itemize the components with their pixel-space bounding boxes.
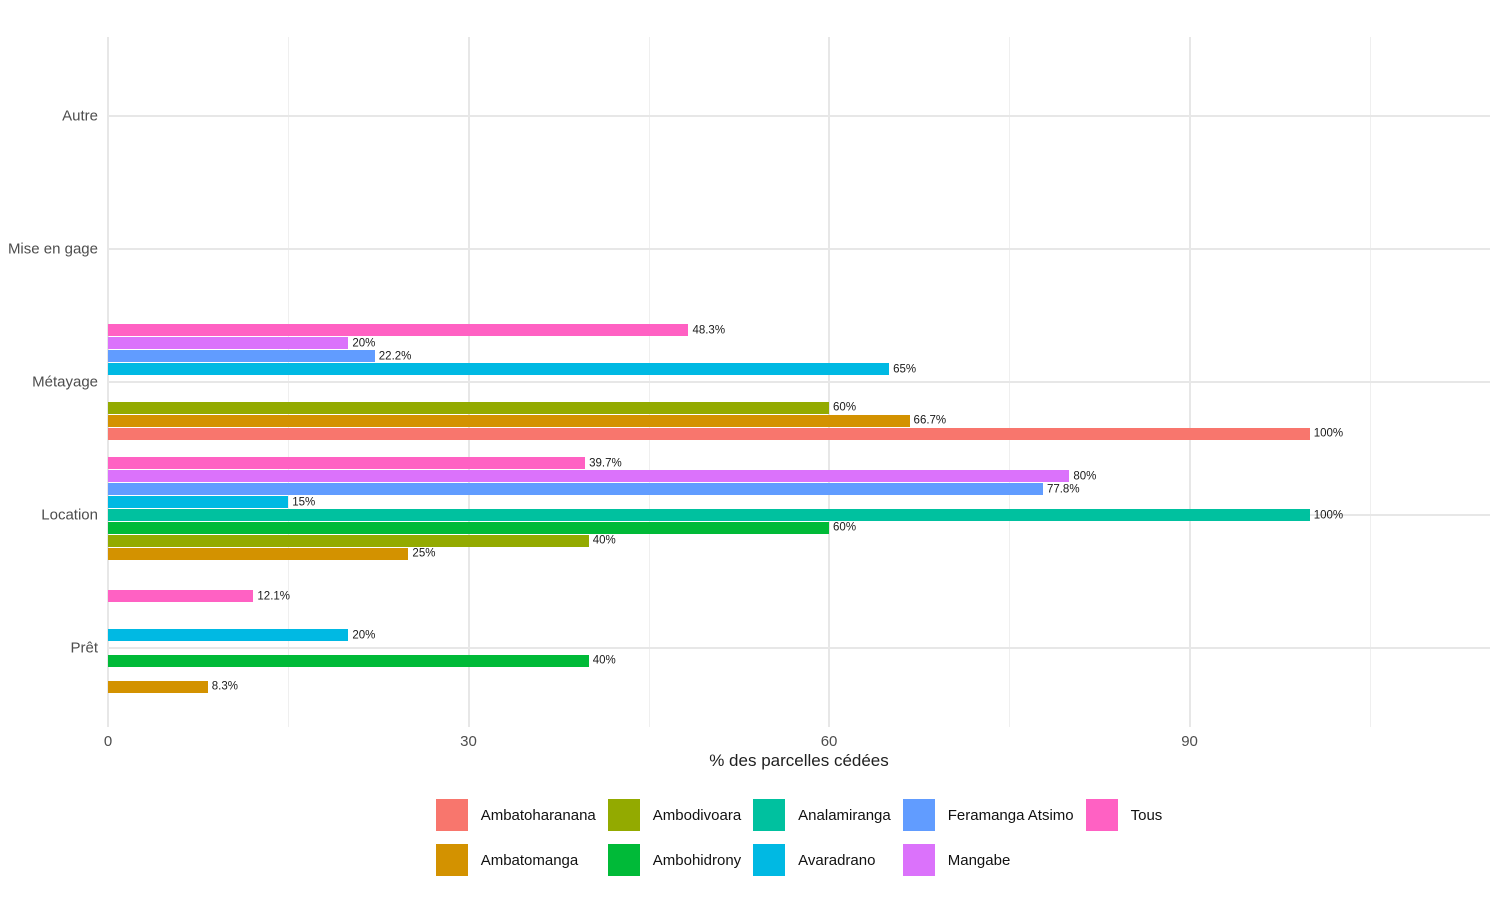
x-tick-label: 60 <box>820 733 838 750</box>
value-label: 80% <box>1073 470 1097 483</box>
bar-ambohidrony <box>108 521 830 534</box>
legend-swatch <box>435 844 468 876</box>
legend: Ambatoharanana Ambodivoara Analamiranga Fer… <box>435 799 1163 876</box>
bar-ambatomanga <box>108 414 910 427</box>
value-label: 66.7% <box>913 414 947 427</box>
legend-label: Ambatomanga <box>480 851 579 869</box>
legend-label: Tous <box>1130 806 1163 824</box>
bar-avaradrano <box>108 363 890 376</box>
x-tick-label: 0 <box>103 733 113 750</box>
value-label: 48.3% <box>692 324 726 337</box>
legend-label: Mangabe <box>947 851 1011 869</box>
bar-analamiranga <box>108 508 1310 522</box>
value-label: 100% <box>1313 427 1344 440</box>
bar-feramanga-atsimo <box>108 483 1043 496</box>
y-tick-label: Métayage <box>32 373 98 391</box>
y-tick-label: Autre <box>62 107 98 125</box>
y-tick-label: Location <box>41 506 98 524</box>
value-label: 40% <box>592 654 616 667</box>
value-label: 20% <box>352 628 376 641</box>
legend-swatch <box>607 844 640 876</box>
bar-ambatomanga <box>108 547 409 560</box>
legend-swatch <box>902 844 935 876</box>
bar-tous <box>108 590 254 603</box>
x-tick-label: 30 <box>460 733 477 750</box>
bar-ambohidrony <box>108 654 589 667</box>
legend-swatch <box>607 799 640 831</box>
bar-avaradrano <box>108 629 349 642</box>
bar-ambodivoara <box>108 534 589 547</box>
gridline-y-major <box>108 115 1490 117</box>
x-tick-label: 90 <box>1181 733 1198 750</box>
value-label: 65% <box>893 362 917 375</box>
bar-tous <box>108 457 586 470</box>
legend-label: Feramanga Atsimo <box>947 806 1074 824</box>
legend-container: Ambatoharanana Ambodivoara Analamiranga Fer… <box>108 799 1490 876</box>
bar-ambatoharanana <box>108 427 1310 440</box>
y-tick-label: Prêt <box>70 639 98 657</box>
bar-mangabe <box>108 470 1070 483</box>
value-label: 40% <box>592 534 616 547</box>
value-label: 77.8% <box>1046 482 1080 495</box>
legend-label: Analamiranga <box>798 806 891 824</box>
value-label: 60% <box>833 521 857 534</box>
plot-panel: 100% 60% 40% 100% 22.2% 77.8% 48.3% 39.7% 12.1% 6… <box>107 37 1490 727</box>
legend-item-feramanga-atsimo: Feramanga Atsimo <box>902 799 1074 831</box>
bar-mangabe <box>108 337 349 350</box>
gridline-y-major <box>108 647 1490 649</box>
value-label: 8.3% <box>211 680 238 693</box>
value-label: 25% <box>412 547 436 560</box>
bar-avaradrano <box>108 496 289 509</box>
bar-feramanga-atsimo <box>108 350 375 363</box>
value-label: 100% <box>1313 508 1344 521</box>
legend-swatch <box>902 799 935 831</box>
legend-item-avaradrano: Avaradrano <box>753 844 891 876</box>
value-label: 20% <box>352 337 376 350</box>
legend-item-ambatoharanana: Ambatoharanana <box>435 799 596 831</box>
legend-label: Ambohidrony <box>652 851 742 869</box>
legend-label: Ambodivoara <box>652 806 742 824</box>
bar-ambodivoara <box>108 401 830 414</box>
value-label: 22.2% <box>378 349 412 362</box>
gridline-y-major <box>108 381 1490 383</box>
legend-label: Avaradrano <box>798 851 876 869</box>
legend-item-mangabe: Mangabe <box>902 844 1074 876</box>
legend-item-ambatomanga: Ambatomanga <box>435 844 596 876</box>
bar-ambatomanga <box>108 680 208 693</box>
y-tick-label: Mise en gage <box>7 240 98 258</box>
legend-swatch <box>435 799 468 831</box>
bar-tous <box>108 324 689 337</box>
legend-item-ambodivoara: Ambodivoara <box>607 799 742 831</box>
legend-item-ambohidrony: Ambohidrony <box>607 844 742 876</box>
value-label: 15% <box>292 495 316 508</box>
x-axis-title: % des parcelles cédées <box>709 751 889 770</box>
value-label: 60% <box>833 401 857 414</box>
legend-item-analamiranga: Analamiranga <box>753 799 891 831</box>
legend-swatch <box>753 799 786 831</box>
legend-label: Ambatoharanana <box>480 806 596 824</box>
legend-item-tous: Tous <box>1085 799 1163 831</box>
value-label: 39.7% <box>589 457 622 470</box>
legend-swatch <box>753 844 786 876</box>
value-label: 12.1% <box>257 590 291 603</box>
gridline-y-major <box>108 248 1490 250</box>
legend-swatch <box>1085 799 1118 831</box>
